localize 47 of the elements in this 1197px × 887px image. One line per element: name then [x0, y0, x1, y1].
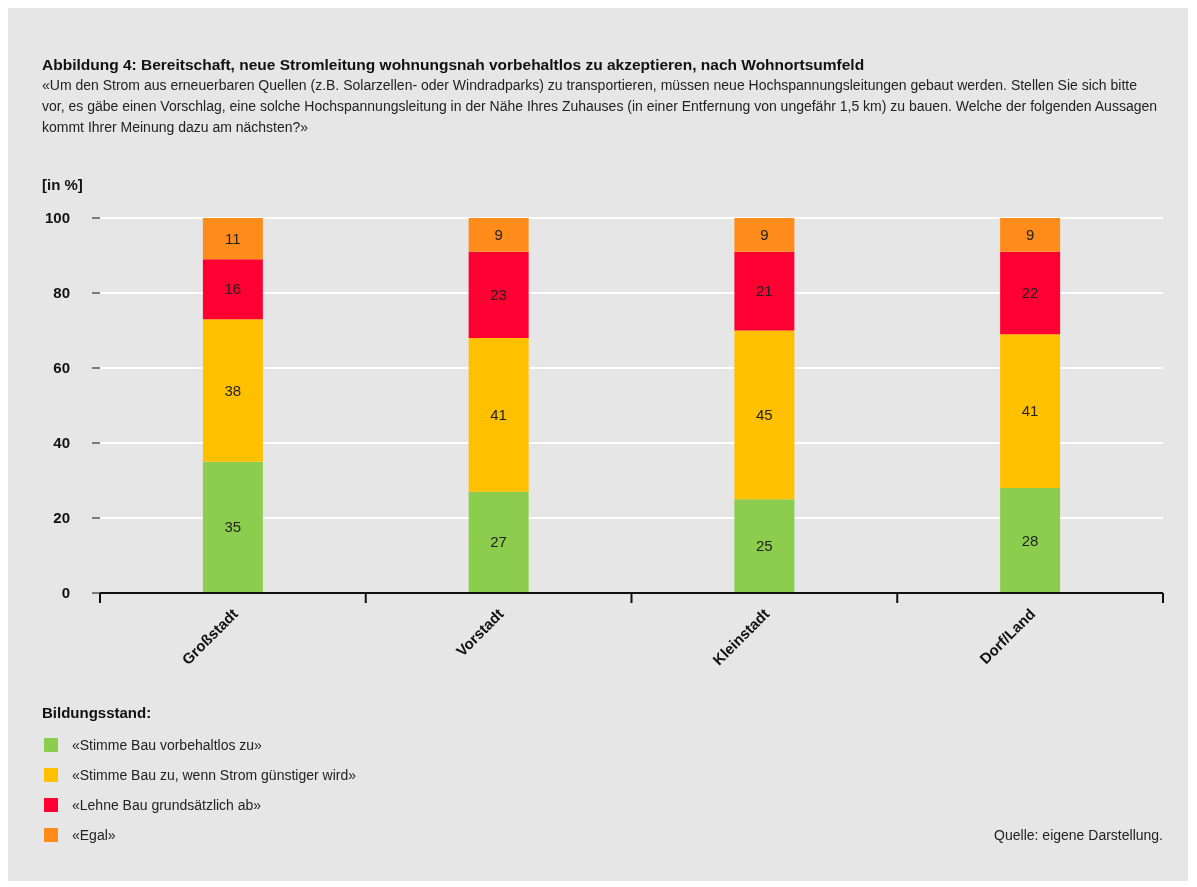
data-label: 38	[224, 381, 242, 399]
data-label: 41	[490, 405, 507, 423]
data-label: 16	[224, 280, 242, 298]
bar	[1000, 334, 1061, 488]
data-label: 11	[225, 229, 241, 247]
legend-label: «Lehne Bau grundsätzlich ab»	[72, 797, 262, 813]
legend-title: Bildungsstand:	[42, 704, 152, 721]
data-label: 41	[1021, 402, 1039, 420]
bar	[1000, 218, 1061, 252]
bar	[734, 251, 795, 331]
data-label: 9	[494, 225, 503, 243]
legend-label: «Stimme Bau zu, wenn Strom günstiger wird»	[72, 767, 357, 783]
bar	[1000, 488, 1061, 593]
data-label: 28	[1021, 531, 1039, 549]
chart-title: Abbildung 4: Bereitschaft, neue Stromleitung wohnungsnah vorbehaltlos zu akzeptieren, nach Wohnortsumfeld	[42, 56, 865, 73]
bar	[468, 218, 529, 252]
data-label: 25	[756, 537, 773, 555]
data-label: 22	[1021, 284, 1039, 301]
bar	[202, 461, 263, 593]
data-label: 9	[760, 225, 769, 243]
data-label: 23	[490, 285, 507, 303]
bar	[734, 218, 795, 252]
y-tick-label: 0	[61, 584, 70, 601]
bar	[468, 251, 529, 338]
legend-label: «Stimme Bau vorbehaltlos zu»	[72, 737, 263, 753]
y-tick-label: 80	[53, 284, 70, 301]
y-tick-label: 40	[53, 434, 70, 451]
bar	[734, 499, 795, 593]
bar	[202, 218, 263, 260]
y-axis-title: [in %]	[42, 176, 83, 193]
y-tick-label: 100	[44, 209, 70, 226]
data-label: 27	[490, 533, 507, 551]
bar	[1000, 251, 1061, 335]
data-label: 45	[756, 405, 773, 423]
bar	[734, 330, 795, 500]
bar	[202, 259, 263, 320]
data-label: 35	[224, 518, 242, 536]
chart-subtitle: «Um den Strom aus erneuerbaren Quellen (z.B. Solarzellen- oder Windradparks) zu transportieren, müssen neue Hochspannungsleitungen gebaut werden. Stellen Sie sich bitte vor, es gäbe einen Vorschlag, eine solche Hochspannungsleitung in der Nähe Ihres Zuhauses (in einer Entfernung von ungefähr 1,5 km) zu bauen. Welche der folgenden Aussagen kommt Ihrer Meinung dazu am nächsten?»	[42, 77, 1158, 135]
bar	[468, 338, 529, 492]
data-label: 9	[1025, 225, 1035, 243]
source-note: Quelle: eigene Darstellung.	[994, 827, 1163, 843]
data-label: 21	[756, 282, 773, 300]
y-tick-label: 60	[53, 359, 70, 376]
bar	[202, 319, 263, 462]
y-tick-label: 20	[53, 509, 70, 526]
bar	[468, 491, 529, 593]
legend-label: «Egal»	[72, 827, 116, 843]
